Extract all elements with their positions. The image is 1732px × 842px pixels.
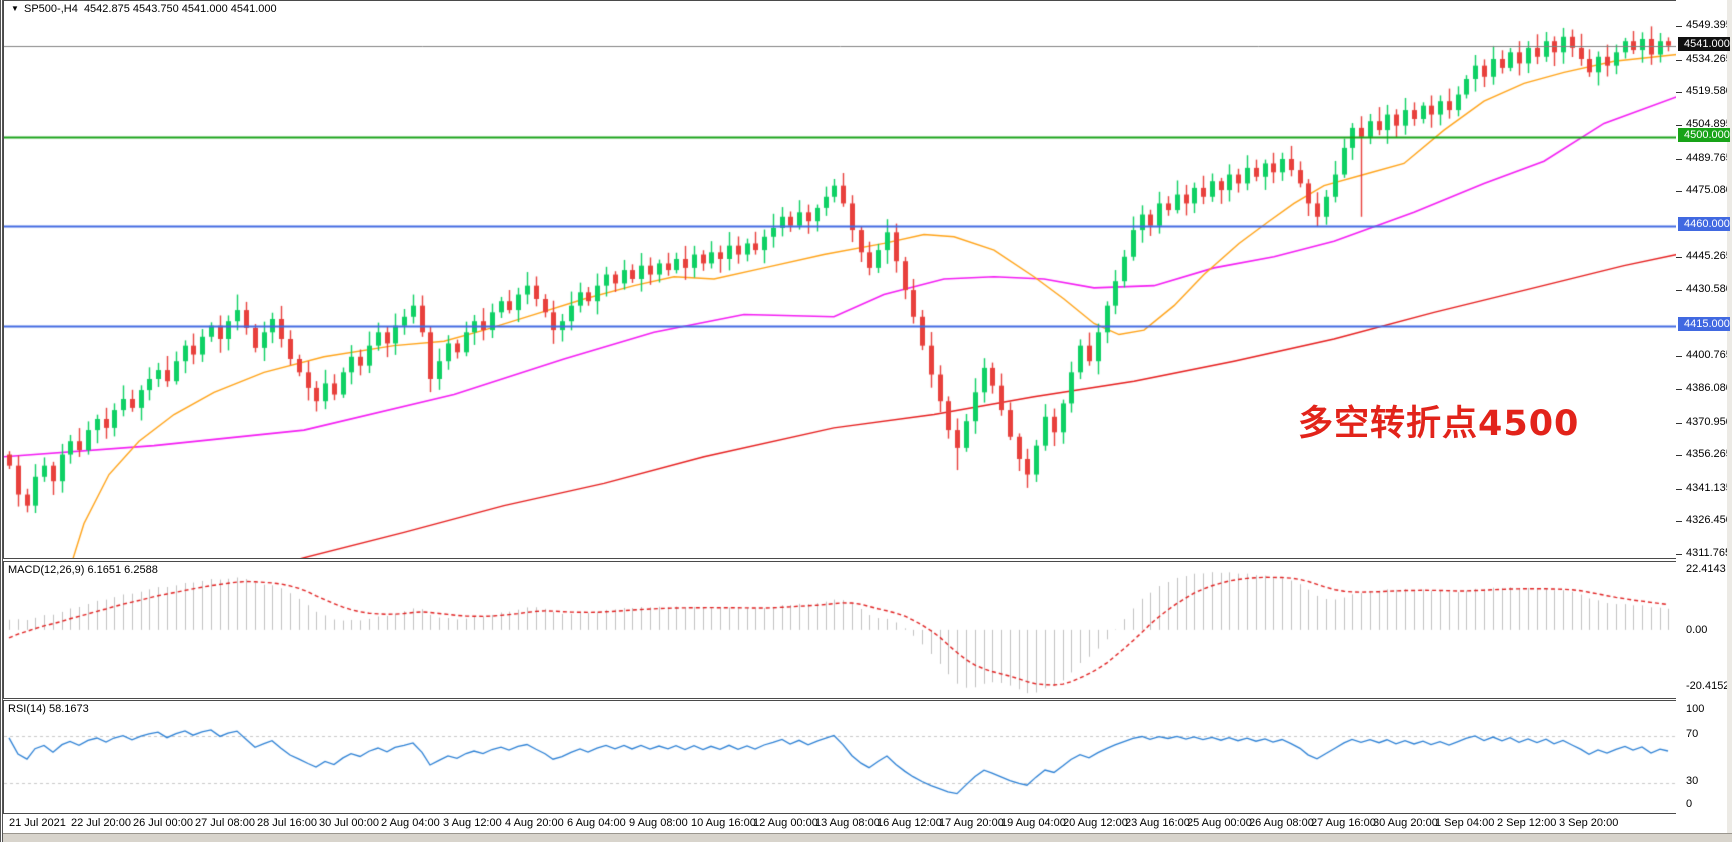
price-tick-dash <box>1676 455 1682 457</box>
date-tick-label: 2 Aug 04:00 <box>381 817 440 829</box>
rsi-canvas[interactable] <box>4 701 1677 813</box>
chart-title: SP500-,H4 4542.875 4543.750 4541.000 454… <box>24 3 277 15</box>
price-tick-label: 4370.950 <box>1686 415 1732 428</box>
date-tick-label: 6 Aug 04:00 <box>567 817 626 829</box>
price-level-box: 4500.000 <box>1678 127 1730 142</box>
indicator-tick-label: 22.4143 <box>1686 563 1726 575</box>
rsi-label: RSI(14) 58.1673 <box>8 703 89 715</box>
price-tick-label: 4400.765 <box>1686 349 1732 362</box>
macd-label: MACD(12,26,9) 6.1651 6.2588 <box>8 564 158 576</box>
price-tick-dash <box>1676 191 1682 193</box>
price-tick-dash <box>1676 124 1682 126</box>
price-tick-dash <box>1676 388 1682 390</box>
price-axis[interactable]: 4549.395 4534.265 4519.580 4504.895 4489.765… <box>1676 0 1732 833</box>
price-tick-label: 4475.080 <box>1686 184 1732 197</box>
price-tick-dash <box>1676 92 1682 94</box>
rsi-indicator-panel[interactable]: RSI(14) 58.1673 <box>3 700 1678 814</box>
price-chart-panel[interactable]: ▼ SP500-,H4 4542.875 4543.750 4541.000 4… <box>3 0 1678 559</box>
chart-symbol-timeframe: SP500-,H4 <box>24 3 78 15</box>
price-tick-label: 4504.895 <box>1686 117 1732 130</box>
date-tick-label: 22 Jul 20:00 <box>71 817 131 829</box>
date-tick-label: 30 Jul 00:00 <box>319 817 379 829</box>
date-tick-label: 27 Jul 08:00 <box>195 817 255 829</box>
date-tick-label: 25 Aug 00:00 <box>1187 817 1252 829</box>
date-tick-label: 4 Aug 20:00 <box>505 817 564 829</box>
price-tick-dash <box>1676 356 1682 358</box>
price-tick-dash <box>1676 554 1682 556</box>
price-tick-label: 4326.450 <box>1686 514 1732 527</box>
window-right-strip <box>1727 0 1732 833</box>
price-tick-label: 4386.080 <box>1686 381 1732 394</box>
indicator-tick-label: 30 <box>1686 775 1699 787</box>
price-tick-dash <box>1676 290 1682 292</box>
date-tick-label: 26 Jul 00:00 <box>133 817 193 829</box>
date-tick-label: 13 Aug 08:00 <box>815 817 880 829</box>
price-tick-label: 4489.765 <box>1686 151 1732 164</box>
price-tick-label: 4430.580 <box>1686 283 1732 296</box>
date-tick-label: 3 Aug 12:00 <box>443 817 502 829</box>
trend-annotation-text: 多空转折点4500 <box>1298 404 1580 444</box>
rsi-name: RSI(14) <box>8 703 46 715</box>
date-tick-label: 21 Jul 2021 <box>9 817 66 829</box>
date-tick-label: 19 Aug 04:00 <box>1001 817 1066 829</box>
price-tick-dash <box>1676 59 1682 61</box>
date-tick-label: 23 Aug 16:00 <box>1125 817 1190 829</box>
price-level-box: 4460.000 <box>1678 216 1730 231</box>
price-level-box: 4415.000 <box>1678 316 1730 331</box>
date-tick-label: 10 Aug 16:00 <box>691 817 756 829</box>
price-tick-label: 4341.135 <box>1686 481 1732 494</box>
chart-ohlc-quote: 4542.875 4543.750 4541.000 4541.000 <box>83 3 277 15</box>
date-tick-label: 17 Aug 20:00 <box>939 817 1004 829</box>
indicator-tick-label: 70 <box>1686 728 1699 740</box>
macd-values: 6.1651 6.2588 <box>87 564 158 576</box>
indicator-tick-label: -20.4152 <box>1686 680 1730 692</box>
date-tick-label: 28 Jul 16:00 <box>257 817 317 829</box>
date-tick-label: 3 Sep 20:00 <box>1559 817 1619 829</box>
date-tick-label: 27 Aug 16:00 <box>1311 817 1376 829</box>
date-tick-label: 2 Sep 12:00 <box>1497 817 1557 829</box>
price-tick-label: 4445.265 <box>1686 250 1732 263</box>
date-tick-label: 30 Aug 20:00 <box>1373 817 1438 829</box>
macd-indicator-panel[interactable]: MACD(12,26,9) 6.1651 6.2588 <box>3 561 1678 699</box>
date-tick-label: 12 Aug 00:00 <box>753 817 818 829</box>
macd-name: MACD(12,26,9) <box>8 564 85 576</box>
price-tick-dash <box>1676 422 1682 424</box>
date-tick-label: 1 Sep 04:00 <box>1435 817 1495 829</box>
date-tick-label: 9 Aug 08:00 <box>629 817 688 829</box>
chart-dropdown-icon[interactable]: ▼ <box>11 4 19 13</box>
indicator-tick-label: 0.00 <box>1686 624 1708 636</box>
indicator-tick-label: 100 <box>1686 703 1705 715</box>
indicator-tick-label: 0 <box>1686 798 1693 810</box>
price-chart-canvas[interactable] <box>4 1 1677 558</box>
date-tick-label: 20 Aug 12:00 <box>1063 817 1128 829</box>
date-tick-label: 16 Aug 12:00 <box>877 817 942 829</box>
price-tick-label: 4519.580 <box>1686 85 1732 98</box>
price-tick-dash <box>1676 488 1682 490</box>
time-axis[interactable]: 21 Jul 2021 22 Jul 20:00 26 Jul 00:00 27 Ju… <box>3 814 1676 833</box>
window-bottom-strip <box>3 833 1732 842</box>
price-tick-dash <box>1676 257 1682 259</box>
macd-canvas[interactable] <box>4 562 1677 698</box>
date-tick-label: 26 Aug 08:00 <box>1249 817 1314 829</box>
price-tick-label: 4534.265 <box>1686 52 1732 65</box>
price-tick-dash <box>1676 158 1682 160</box>
rsi-value: 58.1673 <box>48 703 89 715</box>
price-tick-label: 4311.765 <box>1686 547 1732 560</box>
price-level-box: 4541.000 <box>1678 36 1730 51</box>
price-tick-label: 4549.395 <box>1686 19 1732 31</box>
price-tick-dash <box>1676 26 1682 27</box>
price-tick-dash <box>1676 521 1682 523</box>
price-tick-label: 4356.265 <box>1686 448 1732 461</box>
